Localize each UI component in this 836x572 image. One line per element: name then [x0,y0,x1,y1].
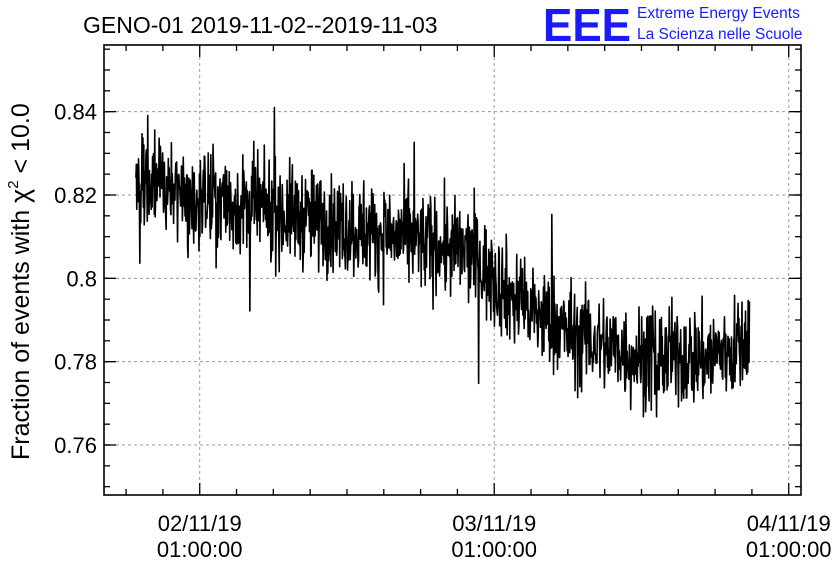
x-tick-label-time: 01:00:00 [157,537,243,562]
y-axis-label-sup: 2 [5,180,22,188]
logo-line-2: La Scienza nelle Scuole [637,26,802,43]
y-tick-label: 0.76 [54,433,97,458]
x-tick-label-time: 01:00:00 [451,537,537,562]
x-tick-label-time: 01:00:00 [746,537,832,562]
plot-frame [103,44,802,496]
y-axis-label-suffix: < 10.0 [7,103,35,180]
y-tick-label: 0.82 [54,183,97,208]
eee-logo: EEE Extreme Energy Events La Scienza nel… [543,0,802,51]
logo-line-1: Extreme Energy Events [637,5,800,22]
x-tick-labels: 02/11/1901:00:0003/11/1901:00:0004/11/19… [157,511,832,562]
series-line [135,106,751,418]
y-tick-label: 0.8 [66,266,97,291]
y-axis-label-prefix: Fraction of events with [7,203,35,460]
x-tick-label-date: 02/11/19 [158,511,242,536]
x-tick-label-date: 04/11/19 [747,511,831,536]
axis-ticks [104,45,801,495]
x-tick-label-date: 03/11/19 [452,511,536,536]
chart-title: GENO-01 2019-11-02--2019-11-03 [83,12,438,38]
y-tick-label: 0.84 [54,100,97,125]
y-tick-labels: 0.76 0.78 0.8 0.82 0.84 [54,100,97,458]
y-axis-label-chi: χ [5,189,35,203]
y-tick-label: 0.78 [54,350,97,375]
logo-mark: EEE [543,0,631,51]
y-axis-label: Fraction of events with χ2 < 10.0 [5,103,35,460]
series-layer [135,106,751,418]
